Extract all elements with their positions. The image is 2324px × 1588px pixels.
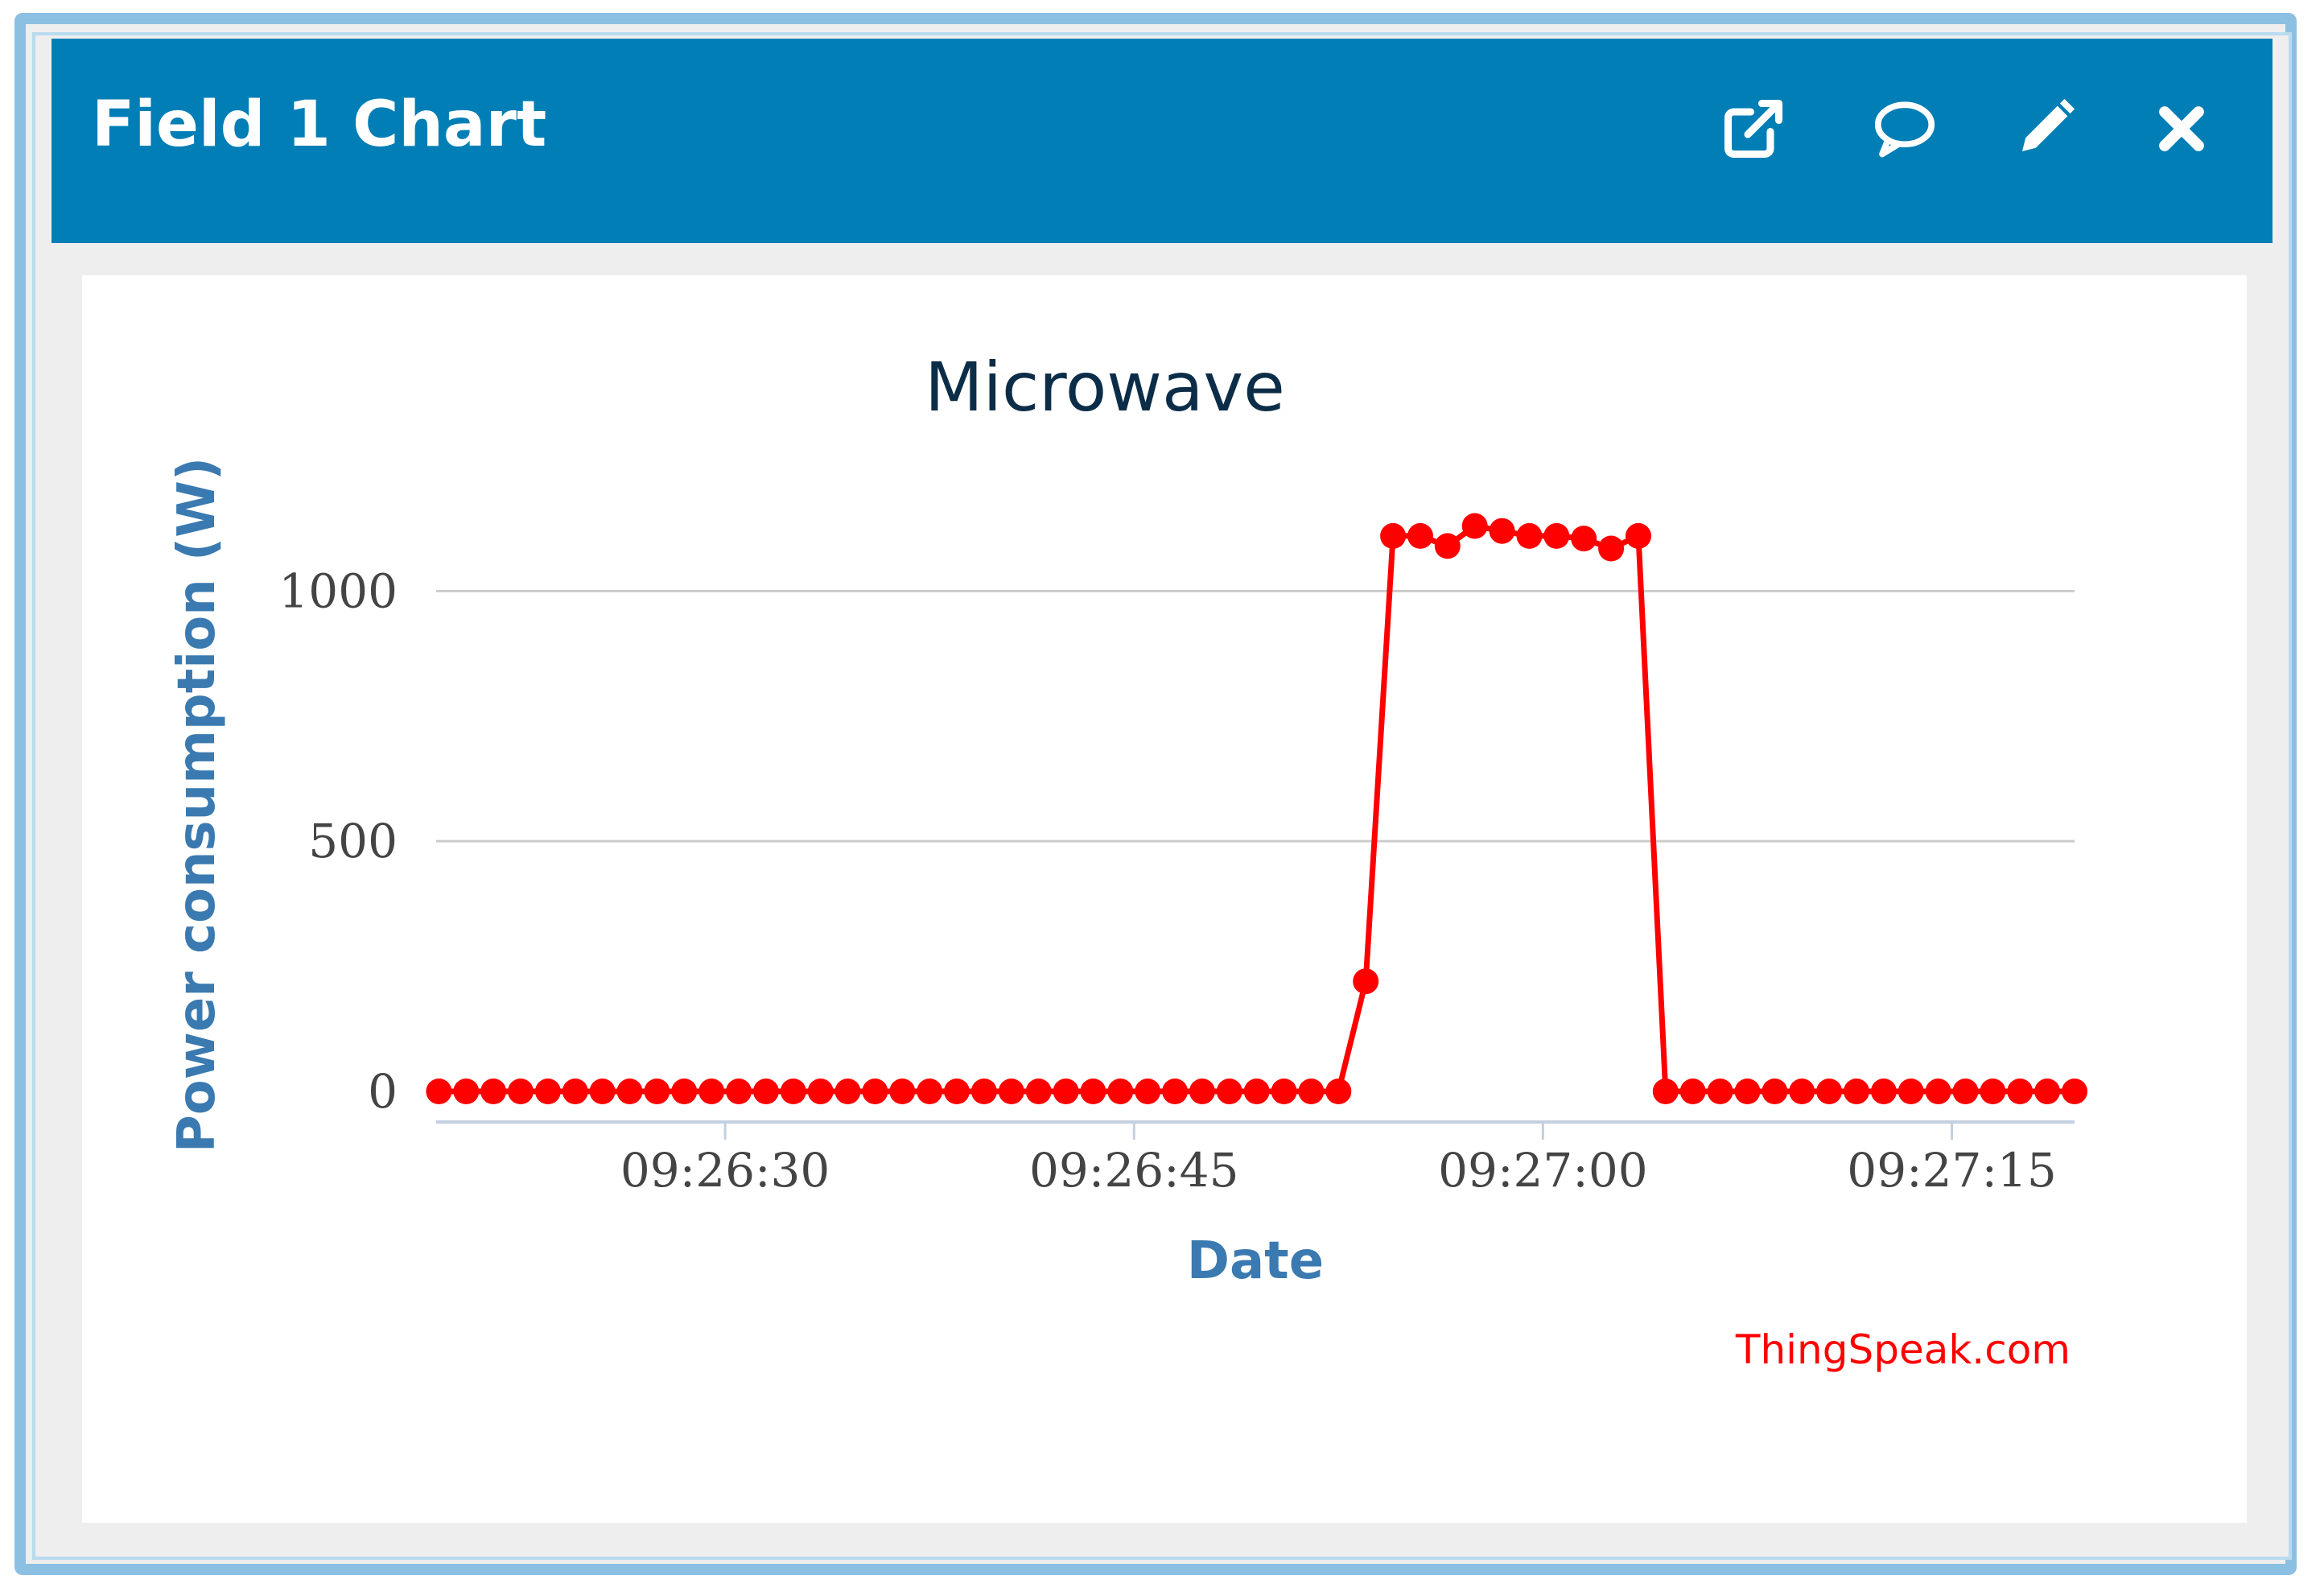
data-point <box>1789 1079 1815 1104</box>
data-point <box>726 1079 752 1104</box>
data-point <box>1598 535 1625 562</box>
chart-title: Microwave <box>925 348 1285 427</box>
y-tick-label: 0 <box>368 1064 398 1119</box>
data-point <box>1898 1079 1924 1104</box>
x-tick-label: 09:26:45 <box>1029 1143 1239 1198</box>
data-point <box>998 1079 1024 1104</box>
y-tick-labels: 0 500 1000 <box>278 563 398 1119</box>
series-line <box>439 523 2075 1095</box>
data-point <box>453 1079 480 1104</box>
y-gridlines <box>436 589 2075 843</box>
data-point <box>1243 1079 1270 1104</box>
data-point <box>698 1079 725 1104</box>
data-point <box>1271 1079 1297 1104</box>
data-point <box>752 1079 779 1104</box>
data-point <box>1353 968 1379 995</box>
data-point <box>1380 522 1407 549</box>
data-point <box>1053 1079 1079 1104</box>
data-point <box>1189 1079 1215 1104</box>
chart-card <box>82 275 2247 1523</box>
data-point <box>2007 1079 2034 1104</box>
x-tick-labels: 09:26:30 09:26:45 09:27:00 09:27:15 <box>620 1143 2057 1198</box>
data-point <box>534 1079 561 1104</box>
x-tick-label: 09:27:15 <box>1847 1143 2057 1198</box>
data-point <box>2034 1079 2061 1104</box>
data-point <box>834 1079 861 1104</box>
data-point <box>1571 526 1597 552</box>
data-point <box>616 1079 643 1104</box>
data-point <box>2062 1079 2087 1104</box>
y-axis-label: Power consumption (W) <box>167 457 227 1153</box>
data-point <box>1870 1079 1897 1104</box>
data-point <box>1298 1079 1325 1104</box>
data-point <box>944 1079 970 1104</box>
x-tick-label: 09:27:00 <box>1438 1143 1648 1198</box>
widget-title: Field 1 Chart <box>92 89 547 161</box>
y-tick-label: 500 <box>308 814 398 868</box>
data-point <box>889 1079 916 1104</box>
data-point <box>1107 1079 1134 1104</box>
data-point <box>1679 1079 1706 1104</box>
data-point <box>1652 1079 1679 1104</box>
data-point <box>1980 1079 2006 1104</box>
data-point <box>780 1079 806 1104</box>
data-point <box>1025 1079 1052 1104</box>
data-point <box>1925 1079 1951 1104</box>
data-point <box>1762 1079 1788 1104</box>
data-point <box>1080 1079 1106 1104</box>
data-point <box>917 1079 943 1104</box>
chart-credit: ThingSpeak.com <box>1735 1326 2071 1373</box>
data-point <box>1407 522 1433 549</box>
data-point <box>970 1079 997 1104</box>
data-point <box>1325 1079 1352 1104</box>
data-point <box>562 1079 588 1104</box>
data-point <box>1489 518 1515 544</box>
data-point <box>671 1079 698 1104</box>
data-point <box>589 1079 616 1104</box>
pencil-icon[interactable] <box>2009 93 2081 165</box>
data-point <box>426 1079 452 1104</box>
data-point <box>480 1079 507 1104</box>
x-tick-label: 09:26:30 <box>620 1143 830 1198</box>
external-link-icon[interactable] <box>1717 93 1790 165</box>
data-point <box>1461 513 1488 539</box>
data-point <box>1216 1079 1242 1104</box>
data-point <box>1707 1079 1733 1104</box>
data-point <box>1734 1079 1761 1104</box>
data-point <box>862 1079 888 1104</box>
data-point <box>807 1079 834 1104</box>
data-point <box>1135 1079 1161 1104</box>
data-point <box>1434 533 1461 559</box>
x-axis-label: Date <box>1187 1231 1324 1291</box>
x-axis <box>436 1120 2075 1140</box>
data-point <box>644 1079 670 1104</box>
comment-icon[interactable] <box>1869 93 1941 165</box>
data-point <box>1543 522 1570 549</box>
widget-header: Field 1 Chart <box>52 39 2272 243</box>
data-point <box>508 1079 534 1104</box>
data-point <box>1162 1079 1189 1104</box>
data-point <box>1952 1079 1979 1104</box>
data-point <box>1516 522 1543 549</box>
data-point <box>1844 1079 1869 1104</box>
data-point <box>1626 522 1651 549</box>
series-microwave <box>426 513 2087 1104</box>
y-tick-label: 1000 <box>278 563 398 618</box>
close-icon[interactable] <box>2145 93 2218 165</box>
data-point <box>1816 1079 1843 1104</box>
